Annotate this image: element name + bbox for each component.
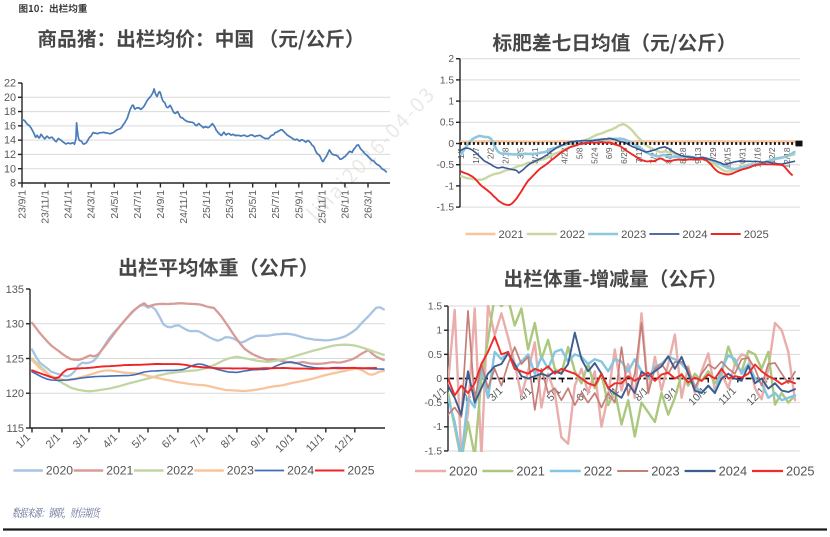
svg-text:1.5: 1.5: [440, 75, 454, 86]
svg-text:2025: 2025: [347, 464, 374, 478]
svg-text:24/11/1: 24/11/1: [179, 190, 190, 224]
svg-text:11/16: 11/16: [752, 147, 762, 168]
svg-text:-0.5: -0.5: [424, 398, 442, 409]
svg-text:24/1/1: 24/1/1: [64, 190, 75, 219]
svg-text:2022: 2022: [584, 464, 612, 479]
svg-text:3/21: 3/21: [530, 147, 540, 164]
svg-text:26/3/1: 26/3/1: [364, 190, 375, 219]
svg-text:6/25: 6/25: [619, 147, 629, 164]
svg-text:12/18: 12/18: [782, 147, 792, 168]
svg-text:10/15: 10/15: [723, 147, 733, 168]
svg-text:2024: 2024: [719, 464, 747, 479]
svg-text:7/11: 7/11: [634, 147, 644, 163]
svg-text:0.5: 0.5: [440, 118, 454, 129]
svg-text:20: 20: [4, 92, 16, 104]
svg-text:8: 8: [10, 178, 16, 190]
svg-text:2: 2: [448, 54, 454, 65]
svg-text:1: 1: [436, 326, 442, 337]
svg-text:-1: -1: [445, 181, 454, 192]
svg-text:2021: 2021: [499, 229, 524, 241]
svg-text:6/9: 6/9: [604, 147, 614, 159]
svg-text:12/2: 12/2: [767, 147, 777, 164]
svg-text:12: 12: [4, 149, 16, 161]
svg-text:2025: 2025: [744, 229, 769, 241]
svg-text:2022: 2022: [560, 229, 585, 241]
svg-text:22: 22: [4, 78, 16, 90]
svg-text:2023: 2023: [227, 464, 254, 478]
svg-text:25/9/1: 25/9/1: [294, 190, 305, 219]
svg-text:130: 130: [6, 319, 24, 331]
svg-text:1.5: 1.5: [428, 301, 442, 312]
svg-text:2024: 2024: [682, 229, 707, 241]
svg-text:1/17: 1/17: [471, 147, 481, 164]
svg-text:2021: 2021: [106, 464, 133, 478]
svg-text:0.5: 0.5: [428, 350, 442, 361]
svg-text:24/3/1: 24/3/1: [87, 190, 98, 219]
svg-text:5/24: 5/24: [589, 147, 599, 164]
svg-text:0: 0: [448, 139, 454, 150]
svg-text:25/3/1: 25/3/1: [225, 190, 236, 219]
svg-text:2020: 2020: [449, 464, 477, 479]
svg-text:2025: 2025: [786, 464, 814, 479]
svg-text:24/7/1: 24/7/1: [133, 190, 144, 219]
svg-text:4/22: 4/22: [560, 147, 570, 164]
svg-text:23/11/1: 23/11/1: [41, 190, 52, 224]
svg-text:135: 135: [6, 284, 24, 296]
svg-text:120: 120: [6, 388, 24, 400]
svg-text:2022: 2022: [167, 464, 194, 478]
svg-text:2/18: 2/18: [500, 147, 510, 164]
svg-text:25/11/1: 25/11/1: [317, 190, 328, 224]
svg-text:2023: 2023: [621, 229, 646, 241]
svg-text:-1.5: -1.5: [424, 446, 442, 457]
svg-text:0: 0: [436, 374, 442, 385]
svg-text:1: 1: [448, 97, 454, 108]
svg-text:24/5/1: 24/5/1: [110, 190, 121, 219]
svg-text:25/7/1: 25/7/1: [271, 190, 282, 219]
svg-text:-1.5: -1.5: [436, 203, 454, 214]
svg-text:2024: 2024: [287, 464, 314, 478]
svg-text:5/8: 5/8: [575, 147, 585, 159]
svg-text:2021: 2021: [516, 464, 544, 479]
svg-text:9/13: 9/13: [693, 147, 703, 164]
svg-text:2/2: 2/2: [486, 147, 496, 159]
svg-text:-0.5: -0.5: [436, 160, 454, 171]
svg-text:115: 115: [6, 423, 24, 435]
svg-text:25/5/1: 25/5/1: [248, 190, 259, 219]
svg-text:18: 18: [4, 106, 16, 118]
svg-text:16: 16: [4, 120, 16, 132]
svg-text:10: 10: [4, 163, 16, 175]
svg-text:2020: 2020: [46, 464, 73, 478]
svg-text:2023: 2023: [651, 464, 679, 479]
svg-text:9/29: 9/29: [708, 147, 718, 164]
svg-text:10/31: 10/31: [738, 147, 748, 168]
svg-text:24/9/1: 24/9/1: [156, 190, 167, 219]
svg-text:14: 14: [4, 135, 16, 147]
svg-text:26/1/1: 26/1/1: [340, 190, 351, 219]
svg-text:125: 125: [6, 353, 24, 365]
svg-text:-1: -1: [433, 422, 442, 433]
svg-text:23/9/1: 23/9/1: [18, 190, 29, 219]
svg-text:25/1/1: 25/1/1: [202, 190, 213, 219]
